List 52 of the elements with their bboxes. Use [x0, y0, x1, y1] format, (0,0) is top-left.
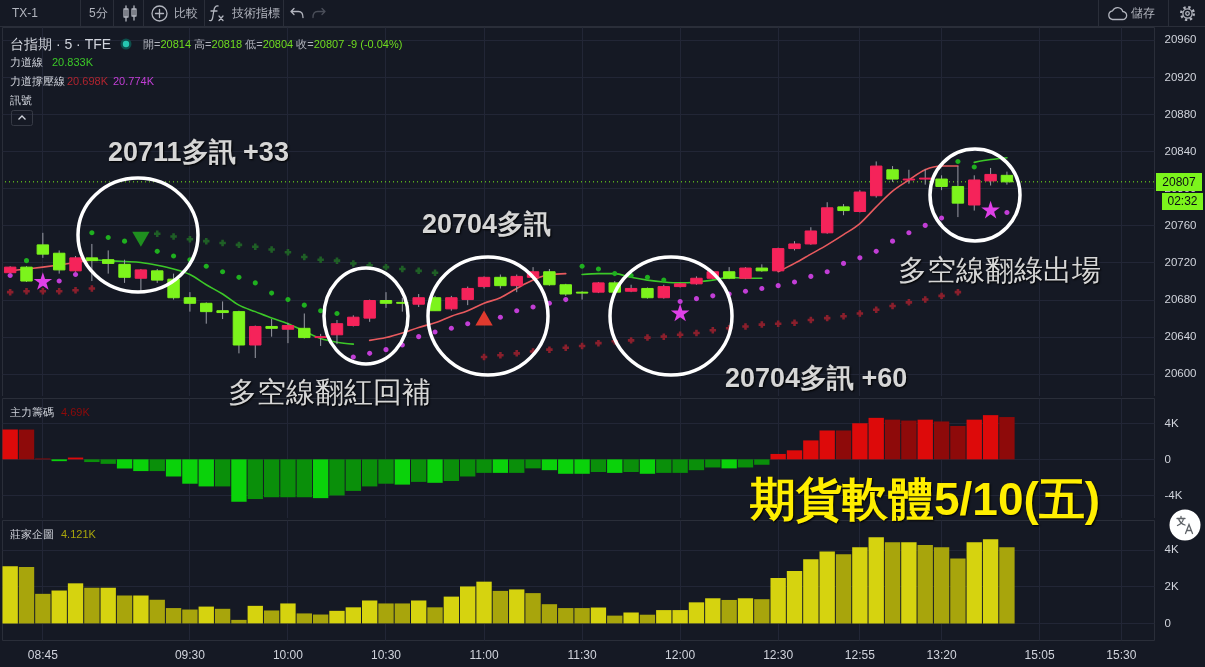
y-tick-label: 4K: [1164, 416, 1179, 429]
annotation: 期貨軟體5/10(五): [750, 473, 1101, 526]
text: 5分: [89, 6, 108, 21]
y-tick-label: 20600: [1164, 367, 1197, 380]
x-tick-label: 10:30: [370, 647, 402, 662]
text: 莊家企圖: [10, 528, 54, 541]
text: 02:32: [1162, 192, 1203, 210]
y-tick-label: 20920: [1164, 70, 1197, 83]
annotation: 4.121K: [61, 528, 96, 541]
annotation: 20.774K: [113, 75, 154, 88]
y-tick-label: 0: [1164, 616, 1171, 629]
annotation: 20.698K: [67, 75, 108, 88]
y-tick-label: -4K: [1164, 488, 1183, 501]
annotation: 4.69K: [61, 406, 90, 419]
y-tick-label: 4K: [1164, 543, 1179, 556]
y-tick-label: 20880: [1164, 107, 1197, 120]
x-tick-label: 12:00: [665, 647, 696, 662]
text: 比較: [174, 6, 198, 21]
x-tick-label: 12:55: [844, 647, 876, 662]
annotation: 20711多訊 +33: [108, 137, 289, 169]
x-tick-label: 15:05: [1024, 647, 1055, 662]
annotation: 多空線翻紅回補: [228, 375, 431, 410]
text: 主力籌碼: [10, 406, 54, 419]
y-tick-label: 20960: [1164, 33, 1197, 46]
annotation: 20.833K: [52, 56, 93, 69]
text: TX-1: [12, 6, 39, 21]
x-tick-label: 11:30: [567, 647, 597, 662]
y-tick-label: 2K: [1164, 579, 1179, 592]
y-tick-label: 20840: [1164, 144, 1197, 157]
x-tick-label: 10:00: [272, 647, 304, 662]
annotation: 20704多訊 +60: [725, 363, 908, 395]
annotation: 20704多訊: [422, 209, 552, 241]
text: 儲存: [1131, 6, 1155, 21]
text: 技術指標: [232, 6, 280, 21]
x-tick-label: 08:45: [27, 647, 59, 662]
y-tick-label: 0: [1164, 452, 1171, 465]
ref-line-label: 20807: [1156, 172, 1202, 191]
y-tick-label: 20680: [1164, 293, 1197, 306]
text: 開=20814 高=20818 低=20804 收=20807 -9 (-0.04%): [143, 38, 403, 50]
annotation: 力道撐壓線: [10, 75, 65, 88]
y-tick-label: 20760: [1164, 218, 1197, 231]
annotation: 多空線翻綠出場: [898, 253, 1101, 288]
x-tick-label: 12:30: [763, 647, 794, 662]
annotation: 力道線: [10, 56, 43, 69]
x-tick-label: 09:30: [174, 647, 206, 662]
x-tick-label: 15:30: [1106, 647, 1137, 662]
y-tick-label: 20720: [1164, 255, 1197, 268]
x-tick-label: 13:20: [926, 647, 957, 662]
text: 台指期 · 5 · TFE: [10, 36, 112, 53]
annotation: 訊號: [10, 94, 32, 107]
y-tick-label: 20640: [1164, 330, 1197, 343]
x-tick-label: 11:00: [469, 647, 499, 662]
